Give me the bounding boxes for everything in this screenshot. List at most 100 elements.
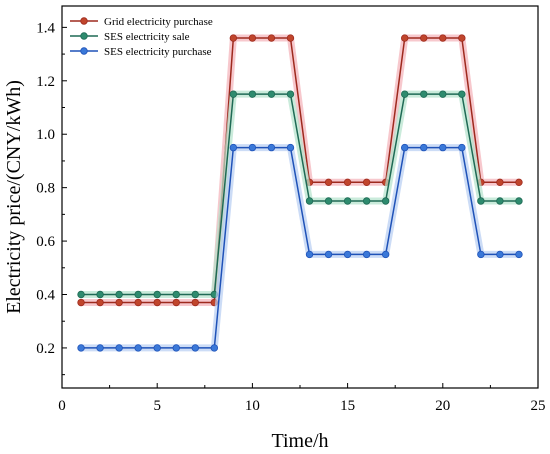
series-2-point bbox=[324, 197, 333, 205]
series-1-point bbox=[343, 178, 352, 187]
series-2-point bbox=[172, 290, 180, 299]
series-3-point bbox=[210, 344, 219, 352]
x-tick-label: 15 bbox=[340, 398, 355, 414]
series-2-point bbox=[496, 197, 504, 205]
series-3-point bbox=[496, 250, 504, 259]
series-1-point bbox=[286, 34, 295, 42]
series-2-point bbox=[77, 290, 85, 299]
series-2-point bbox=[458, 90, 466, 98]
series-1-point bbox=[134, 298, 142, 307]
series-2-point bbox=[477, 197, 485, 205]
x-tick-label: 25 bbox=[531, 398, 546, 414]
series-2 bbox=[77, 90, 523, 299]
series-2-point bbox=[420, 90, 428, 98]
series-2-point bbox=[515, 197, 523, 205]
series-1-point bbox=[439, 34, 447, 42]
y-axis-title: Electricity price/(CNY/kWh) bbox=[3, 80, 25, 314]
y-tick-label: 0.2 bbox=[36, 341, 55, 357]
series-3-point bbox=[77, 344, 85, 352]
legend: Grid electricity purchase SES electricity… bbox=[70, 16, 213, 58]
series-2-point bbox=[115, 290, 123, 299]
legend-label: Grid electricity purchase bbox=[104, 16, 213, 28]
series-3-point bbox=[381, 250, 390, 259]
series-2-point bbox=[286, 90, 295, 98]
series-2-point bbox=[153, 290, 161, 299]
series-3-point bbox=[115, 344, 123, 352]
series-3-point bbox=[96, 344, 104, 352]
legend-marker bbox=[80, 32, 88, 40]
legend-label: SES electricity purchase bbox=[104, 46, 212, 58]
series-3-point bbox=[172, 344, 180, 352]
legend-entry-1: Grid electricity purchase bbox=[70, 16, 213, 28]
series-3-point bbox=[420, 143, 428, 152]
series-3-point bbox=[324, 250, 333, 259]
series-3-point bbox=[458, 143, 466, 152]
series-2-point bbox=[401, 90, 409, 98]
legend-entry-3: SES electricity purchase bbox=[70, 46, 212, 58]
series-2-point bbox=[305, 197, 314, 205]
y-tick-label: 0.6 bbox=[36, 234, 55, 250]
series-2-point bbox=[267, 90, 276, 98]
y-tick-label: 1.4 bbox=[36, 20, 55, 36]
series-1-line bbox=[81, 37, 519, 304]
x-tick-label: 10 bbox=[245, 398, 260, 414]
x-tick-label: 0 bbox=[58, 398, 66, 414]
series-1-point bbox=[496, 178, 504, 187]
series-1-point bbox=[229, 34, 238, 42]
series-3-point bbox=[401, 143, 409, 152]
series-1-point bbox=[324, 178, 333, 187]
y-tick-label: 1.0 bbox=[36, 127, 55, 143]
legend-marker bbox=[80, 47, 88, 55]
series-2-point bbox=[134, 290, 142, 299]
series-3-point bbox=[191, 344, 199, 352]
series-2-point bbox=[248, 90, 257, 98]
y-tick-label: 0.8 bbox=[36, 181, 55, 197]
series-1-point bbox=[115, 298, 123, 307]
series-1-point bbox=[248, 34, 257, 42]
series-1-point bbox=[362, 178, 371, 187]
x-axis-title: Time/h bbox=[271, 430, 328, 452]
series-1-point bbox=[191, 298, 199, 307]
series-3-point bbox=[248, 143, 257, 152]
series-3-point bbox=[515, 250, 523, 259]
series-2-point bbox=[439, 90, 447, 98]
series-3-point bbox=[439, 143, 447, 152]
series-1-point bbox=[515, 178, 523, 187]
series-1-point bbox=[458, 34, 466, 42]
legend-marker bbox=[80, 17, 88, 25]
x-tick-label: 20 bbox=[435, 398, 450, 414]
series-2-point bbox=[191, 290, 199, 299]
legend-label: SES electricity sale bbox=[104, 31, 190, 43]
series-3-glow bbox=[81, 144, 519, 352]
series-layer bbox=[77, 34, 523, 352]
series-3-point bbox=[153, 344, 161, 352]
series-1-point bbox=[153, 298, 161, 307]
series-2-point bbox=[343, 197, 352, 205]
series-3-point bbox=[477, 250, 485, 259]
series-2-point bbox=[362, 197, 371, 205]
series-1-point bbox=[420, 34, 428, 42]
series-3-point bbox=[286, 143, 295, 152]
series-3-point bbox=[134, 344, 142, 352]
legend-entry-2: SES electricity sale bbox=[70, 31, 190, 43]
x-tick-label: 5 bbox=[153, 398, 161, 414]
series-1-point bbox=[96, 298, 104, 307]
ticks-layer: 0 5 10 15 20 25 0.2 0.4 0.6 0.8 1.0 1.2 1.4 bbox=[36, 20, 545, 414]
series-1-glow bbox=[81, 34, 519, 307]
series-1-point bbox=[77, 298, 85, 307]
series-3-point bbox=[229, 143, 238, 152]
y-tick-label: 0.4 bbox=[36, 288, 55, 304]
series-3-point bbox=[343, 250, 352, 259]
series-2-point bbox=[229, 90, 238, 98]
series-3-line bbox=[81, 146, 519, 349]
series-1 bbox=[77, 34, 523, 307]
series-3-point bbox=[362, 250, 371, 259]
series-2-point bbox=[96, 290, 104, 299]
series-3 bbox=[77, 143, 523, 352]
series-3-point bbox=[267, 143, 276, 152]
series-2-point bbox=[381, 197, 390, 205]
series-1-point bbox=[401, 34, 409, 42]
series-1-point bbox=[172, 298, 180, 307]
y-tick-label: 1.2 bbox=[36, 74, 55, 90]
